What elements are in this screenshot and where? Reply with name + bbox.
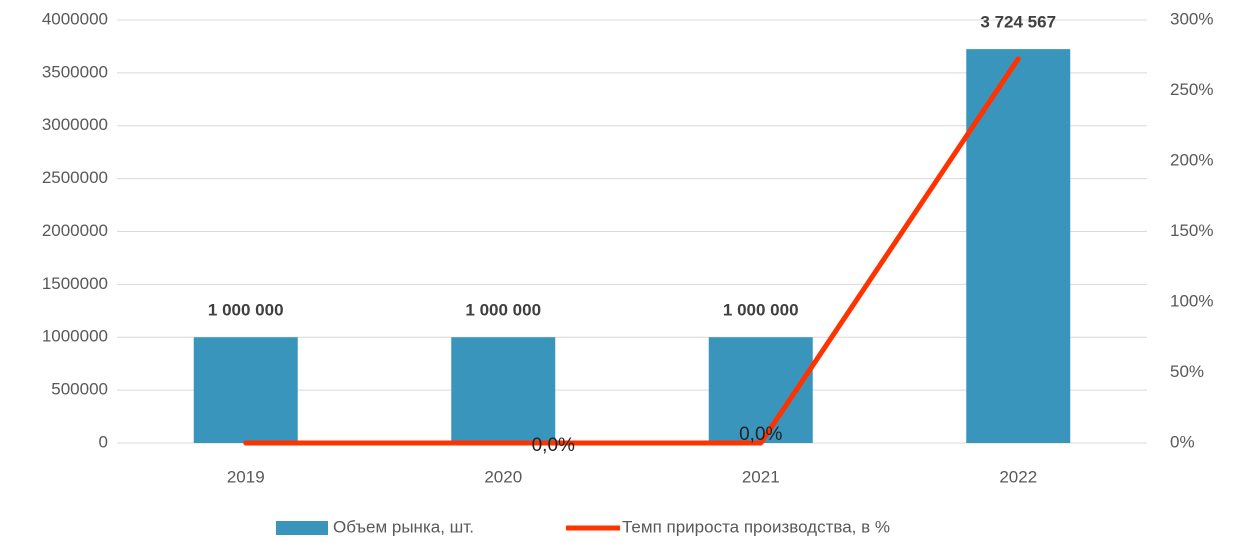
x-tick-label: 2021 <box>742 467 780 486</box>
bar <box>966 49 1071 443</box>
y-tick-label: 3000000 <box>42 115 108 134</box>
y2-tick-label: 100% <box>1170 291 1213 310</box>
x-tick-label: 2019 <box>227 467 265 486</box>
data-label: 3 724 567 <box>980 13 1056 32</box>
y-tick-label: 1000000 <box>42 327 108 346</box>
y2-tick-label: 0% <box>1170 432 1195 451</box>
data-label: 0,0% <box>739 424 782 445</box>
data-label: 1 000 000 <box>723 301 799 320</box>
y2-tick-label: 300% <box>1170 9 1213 28</box>
y-tick-label: 500000 <box>51 380 108 399</box>
y-tick-label: 1500000 <box>42 274 108 293</box>
y-tick-label: 2500000 <box>42 168 108 187</box>
y2-tick-label: 50% <box>1170 362 1204 381</box>
legend-label: Темп прироста производства, в % <box>622 517 890 536</box>
legend-swatch <box>276 521 328 535</box>
bar <box>193 337 298 443</box>
line <box>243 56 1021 446</box>
y2-tick-label: 150% <box>1170 221 1213 240</box>
y2-tick-label: 200% <box>1170 150 1213 169</box>
data-label: 1 000 000 <box>208 301 284 320</box>
data-label: 0,0% <box>532 435 575 456</box>
data-label: 1 000 000 <box>465 301 541 320</box>
bar <box>451 337 556 443</box>
legend-label: Объем рынка, шт. <box>333 517 474 536</box>
x-tick-label: 2022 <box>999 467 1037 486</box>
y2-tick-label: 250% <box>1170 80 1213 99</box>
x-tick-label: 2020 <box>484 467 522 486</box>
y-tick-label: 4000000 <box>42 9 108 28</box>
y-tick-label: 3500000 <box>42 62 108 81</box>
y-tick-label: 0 <box>99 432 108 451</box>
y-tick-label: 2000000 <box>42 221 108 240</box>
